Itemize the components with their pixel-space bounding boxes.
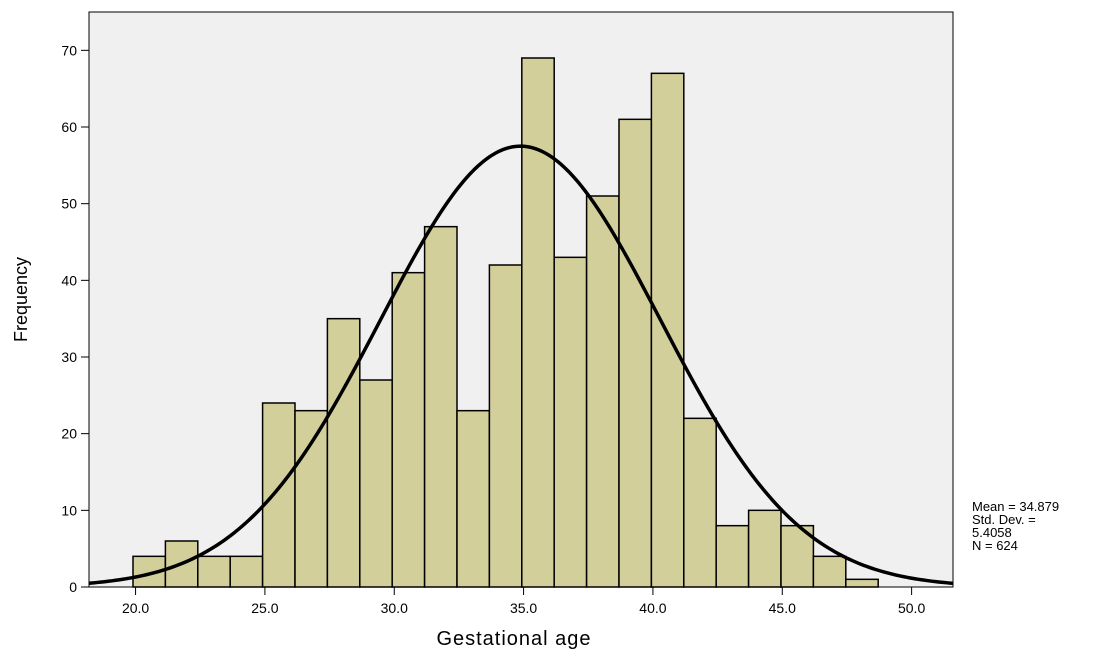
histogram-bar — [553, 256, 588, 588]
x-axis-title: Gestational age — [436, 628, 591, 650]
stats-mean: Mean = 34.879 — [972, 500, 1060, 514]
histogram-bar — [391, 271, 426, 588]
histogram-bar — [229, 555, 264, 588]
histogram-bar — [456, 409, 491, 588]
y-tick-label: 30 — [61, 349, 77, 365]
y-tick-label: 60 — [61, 119, 77, 135]
bars-group — [132, 57, 879, 588]
x-tick-label: 40.0 — [639, 600, 666, 616]
y-axis: 0 10 20 30 40 50 60 70 — [61, 42, 89, 595]
y-tick-label: 0 — [69, 579, 77, 595]
x-axis: 20.0 25.0 30.0 35.0 40.0 45.0 50.0 — [122, 587, 925, 616]
y-tick-label: 20 — [61, 426, 77, 442]
plot-frame — [88, 11, 954, 588]
histogram-bar — [585, 195, 620, 588]
histogram-bar — [521, 57, 555, 588]
x-tick-label: 25.0 — [251, 600, 278, 616]
histogram-bar — [683, 417, 717, 588]
x-tick-label: 50.0 — [898, 600, 925, 616]
stats-sd-label: Std. Dev. = — [972, 512, 1036, 527]
y-tick-label: 70 — [61, 42, 77, 58]
histogram-bar — [197, 555, 231, 588]
histogram-bar — [845, 578, 879, 588]
normal-curve — [88, 144, 954, 586]
stats-n: N = 624 — [972, 538, 1018, 552]
y-tick-label: 50 — [61, 196, 77, 212]
x-tick-label: 20.0 — [122, 600, 149, 616]
histogram-bar — [812, 555, 847, 588]
histogram-bar — [261, 402, 296, 588]
x-tick-label: 30.0 — [381, 600, 408, 616]
histogram-bar — [359, 379, 393, 588]
stats-box: Mean = 34.879 Std. Dev. = 5.4058 N = 624 — [972, 500, 1096, 552]
histogram-bar — [715, 524, 750, 588]
x-tick-label: 45.0 — [769, 600, 796, 616]
histogram-bar — [326, 317, 361, 588]
x-tick-label: 35.0 — [510, 600, 537, 616]
y-tick-label: 10 — [61, 502, 77, 518]
stats-sd-value: 5.4058 — [972, 525, 1012, 540]
histogram-bar — [294, 409, 329, 588]
histogram-bar — [618, 118, 653, 588]
histogram-bar — [747, 509, 782, 588]
y-tick-label: 40 — [61, 272, 77, 288]
histogram-bar — [488, 264, 523, 588]
histogram-bar — [423, 225, 458, 588]
y-axis-title: Frequency — [11, 257, 31, 342]
